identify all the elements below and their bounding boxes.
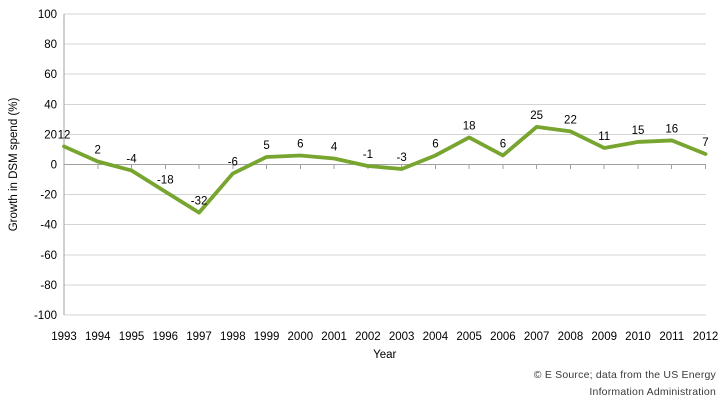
- data-label: 22: [564, 114, 577, 126]
- x-tick-label: 2008: [558, 331, 584, 343]
- data-label: -1: [363, 149, 373, 161]
- x-tick-label: 2001: [321, 331, 347, 343]
- x-tick-label: 2000: [288, 331, 314, 343]
- data-label: 25: [530, 110, 543, 122]
- x-tick-label: 1994: [85, 331, 111, 343]
- x-tick-label: 2007: [524, 331, 550, 343]
- series-line-dsm-growth: [62, 124, 708, 215]
- y-tick-label: 20: [44, 129, 57, 141]
- data-label: 18: [463, 120, 476, 132]
- source-credit-line1: © E Source; data from the US Energy: [533, 369, 716, 381]
- data-label: 6: [297, 138, 303, 150]
- y-axis-title: Growth in DSM spend (%): [8, 98, 20, 232]
- data-label: 6: [432, 138, 438, 150]
- data-label: 7: [702, 137, 708, 149]
- y-tick-label: 100: [38, 9, 57, 21]
- data-label: 12: [58, 129, 71, 141]
- y-tick-label: 40: [44, 99, 57, 111]
- y-tick-label: -60: [40, 250, 57, 262]
- x-tick-label: 2005: [456, 331, 482, 343]
- x-tick-label: 2009: [591, 331, 617, 343]
- x-tick-label: 1998: [220, 331, 246, 343]
- y-tick-label: -80: [40, 280, 57, 292]
- x-tick-label: 2012: [693, 331, 719, 343]
- y-tick-label: 80: [44, 39, 57, 51]
- y-tick-label: -100: [34, 310, 57, 322]
- data-label: 11: [598, 131, 610, 143]
- x-tick-label: 2010: [625, 331, 651, 343]
- source-credit-line2: Information Administration: [589, 386, 716, 398]
- x-tick-label: 2003: [389, 331, 415, 343]
- y-tick-label: -40: [40, 220, 57, 232]
- x-tick-label: 2011: [659, 331, 684, 343]
- x-tick-label: 2002: [355, 331, 381, 343]
- x-tick-label: 1999: [254, 331, 280, 343]
- data-labels: 12 2 -4 -18 -32 -6 5 6 4 -1 -3 6 18 6 25 22 11 15 16 7: [58, 110, 709, 208]
- source-credit: © E Source; data from the US Energy Info…: [534, 367, 716, 401]
- x-tick-label: 1995: [119, 331, 145, 343]
- gridlines: [64, 13, 706, 316]
- data-label: -3: [397, 152, 407, 164]
- y-tick-label: -20: [40, 190, 57, 202]
- data-label: 16: [665, 123, 678, 135]
- y-tick-label: 0: [51, 160, 57, 172]
- data-label: -18: [157, 175, 174, 187]
- x-tick-label: 2006: [490, 331, 516, 343]
- data-label: 6: [500, 138, 506, 150]
- x-tick-label: 1996: [152, 331, 178, 343]
- x-axis-labels: 1993 1994 1995 1996 1997 1998 1999 2000 2001 2002…: [51, 331, 718, 343]
- data-label: 2: [95, 144, 101, 156]
- data-label: 5: [263, 140, 269, 152]
- x-tick-label: 1997: [186, 331, 212, 343]
- x-tick-label: 1993: [51, 331, 77, 343]
- y-tick-label: 60: [44, 69, 57, 81]
- data-label: 15: [632, 125, 645, 137]
- x-tick-label: 2004: [423, 331, 449, 343]
- data-label: -6: [228, 157, 238, 169]
- y-axis-labels: -100 -80 -60 -40 -20 0 20 40 60 80 100: [34, 9, 57, 322]
- data-label: -4: [126, 154, 137, 166]
- data-label: 4: [331, 141, 338, 153]
- x-axis-title: Year: [373, 349, 396, 361]
- data-label: -32: [191, 196, 208, 208]
